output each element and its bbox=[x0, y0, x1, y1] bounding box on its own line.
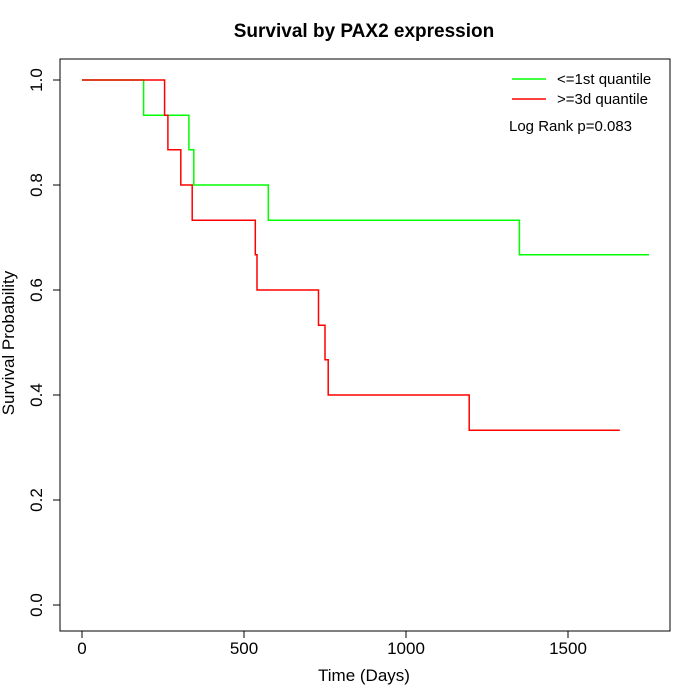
legend-label-high: >=3d quantile bbox=[557, 91, 648, 108]
x-axis: 0 500 1000 1500 bbox=[77, 630, 587, 658]
y-tick-label: 0.0 bbox=[27, 593, 46, 617]
y-axis-label: Survival Probability bbox=[0, 270, 18, 415]
x-tick-label: 1500 bbox=[549, 639, 587, 658]
y-tick-label: 1.0 bbox=[27, 68, 46, 92]
y-axis: 0.0 0.2 0.4 0.6 0.8 1.0 bbox=[27, 68, 61, 617]
series-line-low-quantile bbox=[82, 79, 649, 256]
legend: <=1st quantile >=3d quantile Log Rank p=… bbox=[509, 71, 651, 135]
y-tick-label: 0.8 bbox=[27, 173, 46, 197]
x-tick-label: 1000 bbox=[387, 639, 425, 658]
y-tick-label: 0.2 bbox=[27, 488, 46, 512]
y-tick-label: 0.4 bbox=[27, 383, 46, 407]
series-layer bbox=[82, 79, 649, 431]
plot-frame bbox=[59, 58, 671, 632]
legend-label-low: <=1st quantile bbox=[557, 71, 651, 88]
y-tick-label: 0.6 bbox=[27, 278, 46, 302]
x-tick-label: 500 bbox=[230, 639, 258, 658]
series-line-high-quantile bbox=[82, 79, 620, 431]
logrank-annotation: Log Rank p=0.083 bbox=[509, 118, 632, 135]
chart-title: Survival by PAX2 expression bbox=[234, 21, 495, 42]
x-tick-label: 0 bbox=[77, 639, 86, 658]
x-axis-label: Time (Days) bbox=[318, 666, 410, 685]
